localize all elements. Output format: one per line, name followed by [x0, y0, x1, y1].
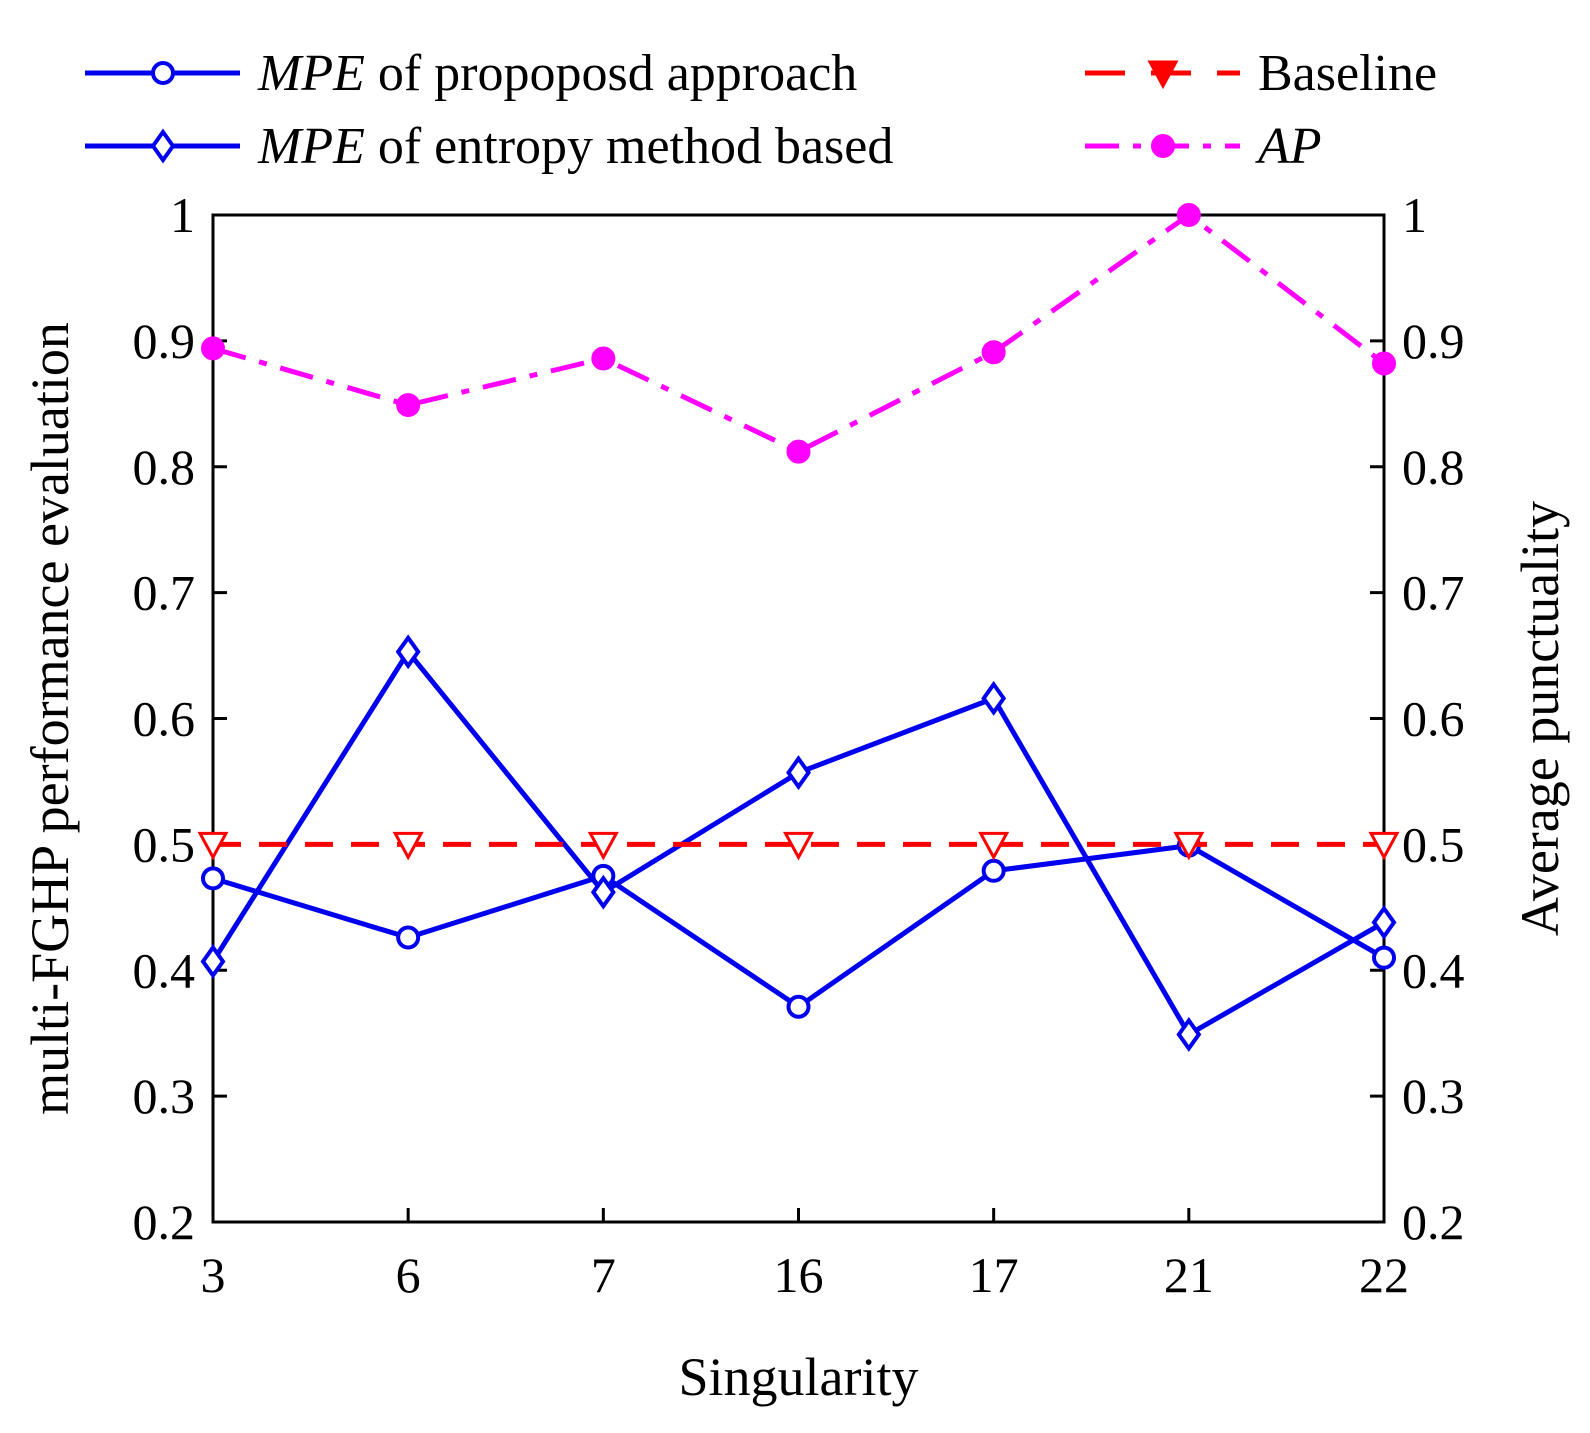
right-tick-label: 0.8: [1402, 439, 1465, 495]
data-point: [395, 634, 421, 670]
x-tick-label: 22: [1359, 1247, 1409, 1303]
x-axis-ticks: 3 6 7 16 17 21 22: [201, 1208, 1409, 1303]
right-tick-label: 0.5: [1402, 816, 1465, 872]
left-tick-label: 0.5: [133, 816, 196, 872]
series-layer: [197, 203, 1400, 1052]
legend-label-italic: MPE: [257, 118, 365, 175]
data-point: [981, 680, 1007, 716]
data-point: [396, 925, 421, 950]
left-tick-label: 0.6: [133, 691, 196, 747]
right-tick-label: 1: [1402, 187, 1427, 243]
right-tick-label: 0.7: [1402, 565, 1465, 621]
data-point: [587, 831, 619, 861]
data-point: [201, 866, 225, 891]
data-point: [200, 943, 226, 979]
data-point: [1176, 203, 1201, 227]
series-line: [212, 211, 1386, 455]
right-tick-label: 0.6: [1402, 691, 1465, 747]
data-point: [786, 439, 811, 464]
data-point: [782, 831, 815, 861]
left-tick-label: 0.2: [133, 1194, 196, 1250]
data-point: [392, 831, 424, 861]
legend-entry: MPE of propoposd approach: [85, 45, 857, 102]
data-point: [1173, 831, 1205, 861]
left-tick-label: 0.8: [133, 439, 196, 495]
plot-frame: [211, 213, 1386, 1224]
x-tick-label: 7: [591, 1247, 616, 1303]
legend-swatch-marker: [1151, 134, 1175, 158]
legend-entry: Baseline: [1085, 45, 1437, 102]
series-3: [201, 203, 1396, 464]
data-point: [591, 346, 616, 371]
data-point: [786, 994, 811, 1019]
data-point: [1368, 831, 1400, 861]
left-tick-label: 0.3: [133, 1068, 196, 1124]
right-tick-label: 0.9: [1402, 313, 1465, 369]
legend-label: Baseline: [1258, 45, 1437, 102]
series-0: [201, 833, 1396, 1019]
data-point: [1371, 904, 1397, 940]
x-tick-label: 3: [201, 1247, 226, 1303]
left-tick-label: 0.9: [133, 313, 196, 369]
data-point: [201, 336, 225, 361]
legend-swatch-marker: [150, 128, 176, 164]
legend-label: MPE of propoposd approach: [257, 45, 857, 102]
legend-swatch-marker: [1147, 60, 1179, 90]
y-axis-label-left: multi-FGHP performance evaluation: [20, 322, 80, 1115]
series-1: [200, 634, 1397, 1052]
data-point: [981, 340, 1006, 365]
right-axis-ticks: 0.2 0.3 0.4 0.5 0.6 0.7 0.8 0.9 1: [1370, 187, 1465, 1250]
legend-label: MPE of entropy method based: [257, 118, 893, 175]
legend-entry: MPE of entropy method based: [85, 118, 893, 175]
data-point: [1176, 1017, 1202, 1052]
data-point: [197, 831, 229, 861]
x-tick-label: 17: [969, 1247, 1019, 1303]
data-point: [786, 755, 811, 791]
left-tick-label: 0.4: [133, 942, 196, 998]
legend-label-text: Baseline: [1258, 45, 1437, 102]
legend-entry: AP: [1085, 118, 1322, 175]
data-point: [981, 858, 1006, 883]
legend-label-italic: MPE: [257, 45, 365, 102]
x-tick-label: 16: [774, 1247, 824, 1303]
legend-swatch-marker: [151, 61, 175, 85]
x-tick-label: 6: [396, 1247, 421, 1303]
x-tick-label: 21: [1164, 1247, 1214, 1303]
data-point: [590, 874, 616, 910]
series-2: [197, 831, 1400, 861]
data-point: [1372, 351, 1396, 376]
data-point: [978, 831, 1010, 861]
legend-label-italic: AP: [1255, 118, 1322, 175]
left-tick-label: 1: [170, 187, 195, 243]
legend-label-text: of propoposd approach: [365, 45, 857, 102]
legend-label: AP: [1255, 118, 1322, 175]
left-axis-ticks: 0.2 0.3 0.4 0.5 0.6 0.7 0.8 0.9 1: [133, 187, 227, 1250]
data-point: [396, 393, 421, 418]
right-tick-label: 0.4: [1402, 942, 1465, 998]
right-tick-label: 0.3: [1402, 1068, 1465, 1124]
right-tick-label: 0.2: [1402, 1194, 1465, 1250]
series-line: [212, 843, 1386, 1010]
left-tick-label: 0.7: [133, 565, 196, 621]
x-axis-label: Singularity: [679, 1347, 919, 1407]
y-axis-label-right: Average punctuality: [1510, 501, 1570, 936]
legend-label-text: of entropy method based: [365, 118, 894, 175]
data-point: [1372, 945, 1396, 970]
